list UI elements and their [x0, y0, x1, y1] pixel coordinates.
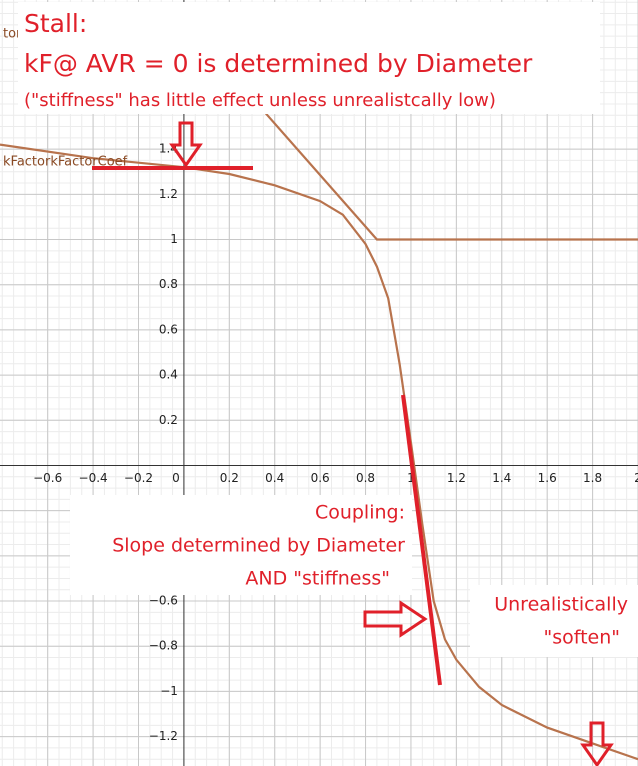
note-box	[70, 495, 412, 595]
plot: kFactorkFactorCoef tor	[0, 27, 638, 761]
x-tick-label: 0.6	[311, 471, 330, 485]
x-tick-label: −0.4	[79, 471, 108, 485]
annotation: kF@ AVR = 0 is determined by Diameter	[24, 49, 533, 78]
y-tick-label: 1.2	[159, 187, 178, 201]
curve	[0, 143, 638, 761]
y-tick-label: −1.2	[149, 729, 178, 743]
x-tick-label: 1.8	[583, 471, 602, 485]
annotation: Unrealistically	[494, 594, 628, 616]
arrow	[169, 121, 203, 168]
annotation: Coupling:	[315, 502, 405, 524]
x-tick-label: 1	[407, 471, 415, 485]
y-tick-label: −0.8	[149, 639, 178, 653]
annotation: Stall:	[24, 9, 87, 38]
note-box	[18, 2, 600, 114]
x-tick-label: −0.6	[33, 471, 62, 485]
x-tick-label: 1.2	[447, 471, 466, 485]
y-tick-label: 0.2	[159, 413, 178, 427]
annotation: "soften"	[543, 627, 620, 649]
annotation: ("stiffness" has little effect unless un…	[24, 90, 496, 111]
x-tick-label: 0.2	[220, 471, 239, 485]
annotation: AND "stiffness"	[245, 568, 390, 590]
x-tick-label: 1.6	[538, 471, 557, 485]
x-tick-label: 1.4	[492, 471, 511, 485]
x-tick-label: 0	[172, 471, 180, 485]
series-label: kFactorkFactorCoef	[3, 155, 128, 170]
y-tick-label: −0.6	[149, 594, 178, 608]
x-tick-label: 0.4	[265, 471, 284, 485]
y-tick-label: 0.6	[159, 322, 178, 336]
y-tick-label: 0.4	[159, 368, 178, 382]
y-tick-label: 0.8	[159, 277, 178, 291]
series-label: tor	[3, 27, 22, 42]
arrow	[363, 600, 428, 638]
curve	[262, 109, 638, 241]
x-tick-label: −0.2	[124, 471, 153, 485]
note-box	[470, 585, 638, 657]
annotation: Slope determined by Diameter	[112, 535, 405, 557]
annotations: Stall: kF@ AVR = 0 is determined by Diam…	[18, 2, 638, 766]
y-tick-label: −1	[160, 684, 178, 698]
highlight-line	[401, 394, 442, 686]
y-tick-label: 1	[170, 232, 178, 246]
x-tick-label: 2	[634, 471, 638, 485]
x-tick-label: 0.8	[356, 471, 375, 485]
arrow	[580, 721, 614, 766]
